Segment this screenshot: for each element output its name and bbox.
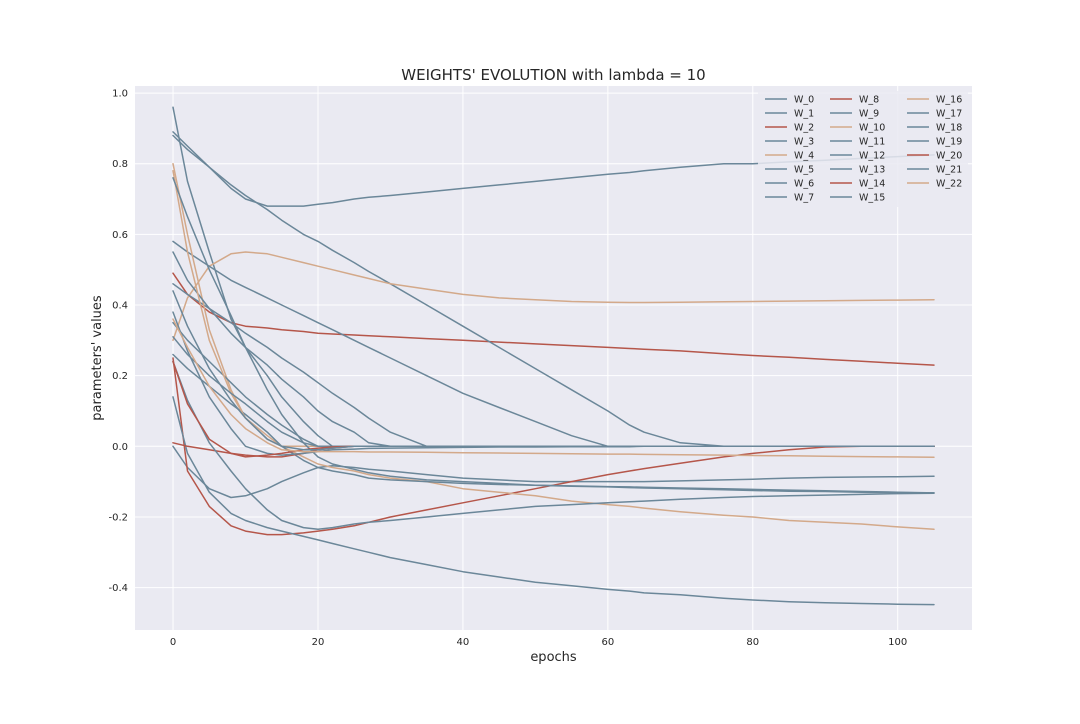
series-line-w-5 (172, 445, 935, 499)
y-tick-label: 0.0 (112, 442, 128, 453)
series-line-w-8 (172, 357, 935, 536)
legend-label: W_20 (936, 151, 962, 162)
tick-labels: 0 20 40 60 80 100 -0.4 -0.2 0.0 0.2 0.4 0.6 0.8 1.0 (108, 89, 907, 648)
series-line-w-22 (172, 318, 935, 459)
y-tick-label: -0.2 (108, 512, 128, 523)
y-tick-label: 0.4 (112, 301, 128, 312)
y-tick-label: 0.6 (112, 230, 128, 241)
legend-label: W_21 (936, 165, 962, 176)
legend-label: W_14 (859, 179, 885, 190)
series-line-w-13 (172, 353, 935, 494)
x-tick-label: 60 (601, 637, 614, 648)
legend-label: W_19 (936, 137, 962, 148)
series-line-w-2 (172, 272, 935, 366)
x-axis-label: epochs (530, 650, 577, 665)
x-tick-label: 0 (170, 637, 176, 648)
legend-label: W_8 (859, 95, 879, 106)
legend-label: W_13 (859, 165, 885, 176)
legend-label: W_9 (859, 109, 879, 120)
legend-label: W_15 (859, 193, 885, 204)
series-line-w-21 (172, 290, 935, 451)
x-tick-label: 20 (312, 637, 325, 648)
chart-title: WEIGHTS' EVOLUTION with lambda = 10 (401, 66, 705, 84)
legend-label: W_22 (936, 179, 962, 190)
legend-label: W_6 (794, 179, 814, 190)
legend-label: W_16 (936, 95, 962, 106)
y-tick-label: 0.8 (112, 159, 128, 170)
x-tick-label: 100 (888, 637, 907, 648)
legend-label: W_18 (936, 123, 962, 134)
y-axis-label: parameters' values (90, 295, 105, 421)
series-line-w-10 (172, 162, 935, 531)
legend-label: W_12 (859, 151, 885, 162)
legend-label: W_7 (794, 193, 814, 204)
legend-box (758, 91, 968, 207)
legend-label: W_10 (859, 123, 885, 134)
series-line-w-9 (172, 396, 935, 606)
legend-label: W_3 (794, 137, 814, 148)
legend-label: W_17 (936, 109, 962, 120)
legend: W_0 W_1 W_2 W_3 W_4 W_5 W_6 W_7 W_8 W_9 W_10 W_11 W_… (758, 91, 968, 207)
series-line-w-4 (172, 251, 935, 342)
legend-label: W_1 (794, 109, 814, 120)
legend-label: W_2 (794, 123, 814, 134)
legend-label: W_11 (859, 137, 885, 148)
y-tick-label: -0.4 (108, 583, 128, 594)
y-tick-label: 1.0 (112, 89, 128, 100)
x-tick-label: 40 (457, 637, 470, 648)
x-tick-label: 80 (746, 637, 759, 648)
legend-label: W_5 (794, 165, 814, 176)
y-tick-label: 0.2 (112, 371, 128, 382)
series-line-w-18 (172, 177, 935, 494)
legend-label: W_4 (794, 151, 814, 162)
series-line-w-15 (172, 360, 935, 531)
legend-label: W_0 (794, 95, 814, 106)
